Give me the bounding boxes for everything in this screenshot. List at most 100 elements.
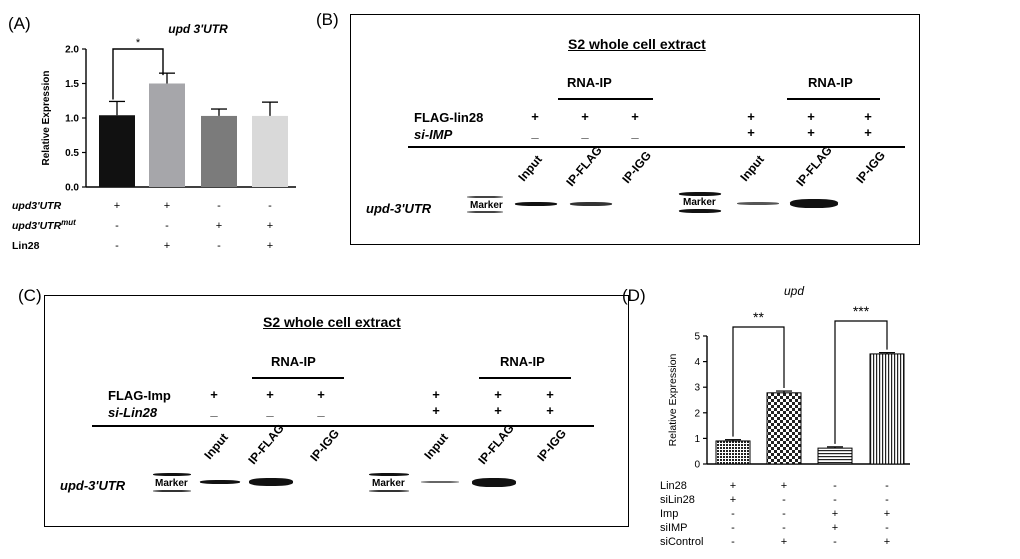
panel-c-row1-label: FLAG-Imp: [108, 388, 171, 403]
panel-c-row1-sym-4: +: [432, 387, 440, 402]
panel-b-marker-text-1: Marker: [470, 200, 503, 211]
panel-a-condition-value: -: [115, 220, 119, 232]
panel-d-condition-value: -: [731, 536, 735, 548]
panel-d-bar: [817, 447, 853, 465]
panel-b-row1-label: FLAG-lin28: [414, 110, 484, 125]
panel-b-row1-sym-2: +: [581, 109, 589, 124]
panel-b-row1-sym-5: +: [807, 109, 815, 124]
panel-c-row1-sym-3: +: [317, 387, 325, 402]
panel-b-letter: (B): [316, 10, 339, 29]
panel-c-divider: [92, 425, 594, 427]
panel-c-marker-line-2b: [369, 490, 409, 492]
panel-d-condition-label: siLin28: [660, 494, 695, 506]
panel-d-significance-label: **: [753, 309, 764, 325]
panel-d-condition-value: -: [885, 494, 889, 506]
panel-c-band-ipflag-1: [249, 478, 293, 486]
panel-a-condition-label: upd3'UTRmut: [12, 218, 76, 232]
panel-b-rnaip-label-1: RNA-IP: [567, 75, 612, 90]
panel-d-condition-value: -: [782, 494, 786, 506]
panel-c-rnaip-label-1: RNA-IP: [271, 354, 316, 369]
panel-d-condition-value: -: [731, 522, 735, 534]
panel-a-bar: [201, 115, 237, 187]
panel-d-bar: [869, 353, 905, 465]
panel-b-row1-sym-4: +: [747, 109, 755, 124]
panel-c-marker-text-1: Marker: [155, 478, 188, 489]
panel-a-title: upd 3'UTR: [168, 22, 228, 36]
panel-d-condition-value: +: [781, 480, 787, 492]
panel-d-condition-value: -: [885, 480, 889, 492]
panel-d-significance-bracket: [834, 320, 888, 444]
panel-b-row1-sym-1: +: [531, 109, 539, 124]
panel-d-condition-label: siIMP: [660, 522, 688, 534]
panel-d-letter: (D): [622, 286, 646, 305]
panel-b-rnaip-rule-2: [787, 98, 880, 100]
panel-b-divider: [408, 146, 905, 148]
panel-a-significance-label: *: [136, 37, 141, 49]
panel-b-marker-line-1b: [467, 211, 503, 213]
panel-d-condition-value: +: [730, 480, 736, 492]
panel-a-ylabel: Relative Expression: [41, 70, 52, 165]
panel-c-row2-sym-4: +: [432, 403, 440, 418]
panel-c-row1-sym-6: +: [546, 387, 554, 402]
panel-a-condition-label: upd3'UTR: [12, 200, 62, 212]
panel-d-ytick-label: 1: [694, 434, 700, 445]
panel-d-condition-value: +: [884, 508, 890, 520]
panel-c-gel-box: [44, 295, 629, 527]
panel-d-title: upd: [784, 284, 804, 298]
panel-a-condition-value: +: [114, 200, 120, 212]
panel-d-ytick-label: 0: [694, 460, 700, 471]
panel-c-row2-sym-3: _: [317, 403, 325, 418]
panel-c-row1-sym-2: +: [266, 387, 274, 402]
panel-a-ytick-label: 1.5: [65, 79, 79, 90]
panel-d-ytick-label: 4: [694, 357, 700, 368]
panel-c-row2-sym-1: _: [210, 403, 218, 418]
panel-a-bar: [149, 83, 185, 187]
panel-a-ytick-label: 1.0: [65, 114, 79, 125]
panel-a-ytick-label: 2.0: [65, 45, 79, 56]
panel-b-row2-sym-5: +: [807, 125, 815, 140]
panel-d-ytick-label: 3: [694, 383, 700, 394]
panel-c-rnaip-rule-1: [252, 377, 344, 379]
panel-d-condition-value: +: [730, 494, 736, 506]
panel-d-condition-value: +: [781, 536, 787, 548]
panel-b-title: S2 whole cell extract: [568, 36, 706, 52]
panel-b-row2-sym-6: +: [864, 125, 872, 140]
panel-c-gene-label: upd-3'UTR: [60, 478, 126, 493]
panel-b-rnaip-label-2: RNA-IP: [808, 75, 853, 90]
panel-c-marker-line-2a: [369, 473, 409, 476]
panel-c-marker-text-2: Marker: [372, 478, 405, 489]
panel-d-condition-label: Lin28: [660, 480, 687, 492]
panel-d-bar: [766, 392, 802, 465]
panel-b-row1-sym-6: +: [864, 109, 872, 124]
panel-d-condition-value: -: [833, 494, 837, 506]
panel-a-significance-bracket: [112, 48, 164, 100]
panel-c-band-input-1: [200, 480, 240, 484]
panel-c-letter: (C): [18, 286, 42, 305]
panel-b-marker-line-1a: [467, 196, 503, 198]
panel-d-condition-value: -: [833, 480, 837, 492]
panel-a-condition-value: -: [217, 200, 221, 212]
panel-a-condition-value: +: [267, 240, 273, 252]
panel-d-condition-value: -: [833, 536, 837, 548]
panel-c-row1-sym-1: +: [210, 387, 218, 402]
panel-d-ylabel: Relative Expression: [667, 353, 679, 446]
panel-b-band-ipflag-2: [790, 199, 838, 208]
panel-d-bar: [715, 440, 751, 465]
panel-a-condition-label: Lin28: [12, 240, 40, 252]
panel-d-condition-value: -: [782, 508, 786, 520]
panel-c-title: S2 whole cell extract: [263, 314, 401, 330]
panel-d-condition-value: +: [832, 508, 838, 520]
panel-c-band-ipflag-2: [472, 478, 516, 487]
panel-a-condition-value: -: [268, 200, 272, 212]
panel-b-row2-sym-1: _: [531, 125, 539, 140]
panel-a-bar: [252, 115, 288, 187]
panel-d-condition-label: siControl: [660, 536, 703, 548]
panel-b-row2-sym-4: +: [747, 125, 755, 140]
panel-c-row2-sym-5: +: [494, 403, 502, 418]
panel-b-band-input-2: [737, 202, 779, 205]
panel-d-condition-label: Imp: [660, 508, 678, 520]
panel-a-condition-value: -: [115, 240, 119, 252]
panel-a-condition-value: -: [217, 240, 221, 252]
panel-d-significance-bracket: [732, 326, 785, 437]
